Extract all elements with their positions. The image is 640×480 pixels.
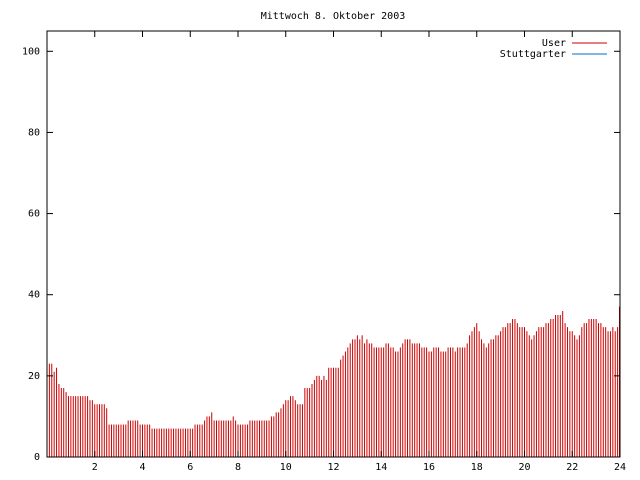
series-user-bars — [46, 306, 620, 457]
x-tick-label: 20 — [518, 462, 530, 473]
y-tick-label: 40 — [28, 290, 40, 301]
x-tick-label: 12 — [327, 462, 339, 473]
y-tick-label: 100 — [22, 46, 40, 57]
y-tick-label: 0 — [34, 452, 40, 463]
chart-title: Mittwoch 8. Oktober 2003 — [261, 11, 406, 22]
x-tick-label: 18 — [471, 462, 483, 473]
plot-area — [46, 30, 621, 458]
y-tick-label: 80 — [28, 127, 40, 138]
legend-label-stuttgarter: Stuttgarter — [500, 49, 566, 60]
x-tick-label: 2 — [92, 462, 98, 473]
x-axis: 2 4 6 8 10 12 14 16 18 20 22 24 — [92, 31, 626, 473]
x-tick-label: 16 — [423, 462, 435, 473]
x-tick-label: 24 — [614, 462, 626, 473]
x-tick-label: 4 — [139, 462, 145, 473]
y-axis: 0 20 40 60 80 100 — [22, 46, 620, 463]
x-tick-label: 14 — [375, 462, 387, 473]
x-tick-label: 10 — [280, 462, 292, 473]
y-tick-label: 20 — [28, 371, 40, 382]
y-tick-label: 60 — [28, 209, 40, 220]
x-tick-label: 6 — [187, 462, 193, 473]
legend-label-user: User — [542, 38, 566, 49]
legend: User Stuttgarter — [500, 38, 607, 60]
x-tick-label: 8 — [235, 462, 241, 473]
x-tick-label: 22 — [566, 462, 578, 473]
